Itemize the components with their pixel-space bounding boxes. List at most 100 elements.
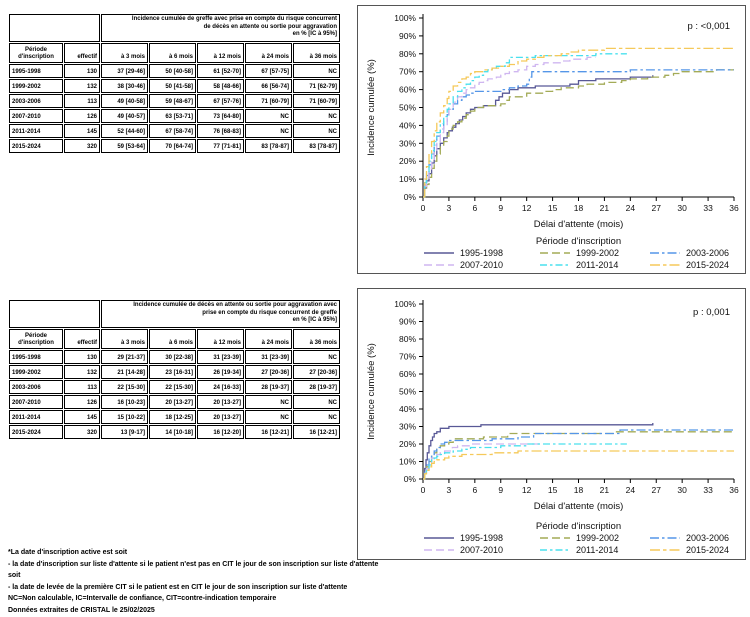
x-tick-label: 0 (421, 485, 426, 495)
legend-label: 2003-2006 (686, 533, 729, 543)
table-row: 2007-2010 126 49 [40-57] 63 [53-71] 73 [64-8… (9, 109, 340, 123)
table-row: 2015-2024 320 13 [9-17] 14 [10-18] 16 [12-20… (9, 425, 340, 439)
table-cell: 29 [21-37] (101, 350, 148, 364)
column-header: à 3 mois (101, 329, 148, 349)
incidence-greffe-table: Incidence cumulée de greffe avec prise e… (8, 13, 341, 154)
x-tick-label: 15 (548, 485, 558, 495)
incidence-deces-chart-panel: 0% 10% 20% 30% 40% 50% 60% 70% 80% 90% 100% 0 3 6 9 12 1… (357, 288, 746, 560)
table-cell: 70 [64-74] (149, 139, 196, 153)
x-tick-label: 33 (703, 203, 713, 213)
table-cell: 20 [13-27] (149, 395, 196, 409)
table-cell: 50 [41-58] (149, 79, 196, 93)
table-cell: 14 [10-18] (149, 425, 196, 439)
table-cell: 63 [53-71] (149, 109, 196, 123)
table-cell: 13 [9-17] (101, 425, 148, 439)
series-curve-2007-2010 (423, 443, 540, 480)
table-row: 2003-2006 113 49 [40-58] 59 [48-67] 67 [57-7… (9, 94, 340, 108)
y-tick-label: 60% (399, 85, 416, 95)
table-cell: 16 [12-21] (245, 425, 292, 439)
table-cell: 49 [40-57] (101, 109, 148, 123)
footnote-line: - la date de levée de la première CIT si… (8, 583, 348, 591)
x-axis-label: Délai d'attente (mois) (534, 501, 623, 512)
series-curve-2003-2006 (423, 69, 734, 198)
table-cell: 2007-2010 (9, 109, 63, 123)
y-tick-label: 20% (399, 439, 416, 449)
x-tick-label: 21 (600, 485, 610, 495)
table-cell: 59 [48-67] (149, 94, 196, 108)
table-cell: 132 (64, 365, 100, 379)
x-tick-label: 24 (626, 203, 636, 213)
y-tick-label: 100% (394, 13, 416, 23)
table-cell: 113 (64, 94, 100, 108)
legend-label: 1995-1998 (460, 533, 503, 543)
y-axis-label: Incidence cumulée (%) (366, 59, 377, 156)
table-cell: 2011-2014 (9, 124, 63, 138)
footnote-line: *La date d'inscription active est soit (8, 549, 128, 556)
x-tick-label: 0 (421, 203, 426, 213)
table-cell: 21 [14-28] (101, 365, 148, 379)
x-tick-label: 24 (626, 485, 636, 495)
table-cell: 113 (64, 380, 100, 394)
table-cell: 26 [19-34] (197, 365, 244, 379)
table-row: 2011-2014 145 52 [44-60] 67 [58-74] 76 [68-8… (9, 124, 340, 138)
table-cell: 83 [78-87] (245, 139, 292, 153)
y-tick-label: 0% (404, 192, 417, 202)
table-cell: 71 [60-79] (245, 94, 292, 108)
x-axis-label: Délai d'attente (mois) (534, 219, 623, 230)
x-tick-label: 21 (600, 203, 610, 213)
y-tick-label: 70% (399, 67, 416, 77)
table-cell: 52 [44-60] (101, 124, 148, 138)
table-cell: NC (293, 395, 340, 409)
table-cell: 67 [57-75] (245, 64, 292, 78)
y-tick-label: 30% (399, 422, 416, 432)
series-curve-1999-2002 (423, 431, 734, 480)
x-tick-label: 33 (703, 485, 713, 495)
table-cell: 2007-2010 (9, 395, 63, 409)
y-tick-label: 30% (399, 138, 416, 148)
legend-title: Période d'inscription (536, 236, 621, 247)
legend-label: 2007-2010 (460, 260, 503, 270)
column-header: à 6 mois (149, 329, 196, 349)
incidence-deces-chart: 0%10%20%30%40%50%60%70%80%90%100%0 3 6 9 12 1… (366, 299, 739, 555)
incidence-greffe-chart-panel: 0% 10% 20% 30% 40% 50% 60% 70% 80% 90% 100% 0 3 6 9 12 1… (357, 5, 746, 274)
legend-label: 1999-2002 (576, 248, 619, 258)
y-tick-label: 60% (399, 369, 416, 379)
table-cell: NC (245, 410, 292, 424)
table-row: 2003-2006 113 22 [15-30] 22 [15-30] 24 [16-3… (9, 380, 340, 394)
series-curve-1999-2002 (423, 69, 734, 198)
column-header: à 36 mois (293, 43, 340, 63)
table-cell: NC (293, 109, 340, 123)
table-row: 1999-2002 132 21 [14-28] 23 [16-31] 26 [19-3… (9, 365, 340, 379)
series-curve-2015-2024 (423, 47, 734, 198)
y-tick-label: 100% (394, 299, 416, 309)
column-header: à 12 mois (197, 43, 244, 63)
table-cell: 50 [40-58] (149, 64, 196, 78)
x-tick-label: 9 (498, 485, 503, 495)
y-tick-label: 10% (399, 457, 416, 467)
table-corner-cell (9, 300, 100, 328)
x-tick-label: 6 (472, 485, 477, 495)
table-cell: 320 (64, 425, 100, 439)
y-tick-label: 0% (404, 474, 417, 484)
table-cell: 2011-2014 (9, 410, 63, 424)
table-cell: 58 [48-66] (197, 79, 244, 93)
table-cell: 31 [23-39] (245, 350, 292, 364)
table-cell: 71 [60-79] (293, 94, 340, 108)
column-header: effectif (64, 43, 100, 63)
p-value-label: p : <0,001 (687, 21, 730, 32)
table-cell: 130 (64, 350, 100, 364)
x-tick-label: 30 (677, 485, 687, 495)
y-tick-label: 90% (399, 317, 416, 327)
table-row: 1995-1998 130 37 [29-46] 50 [40-58] 61 [52-7… (9, 64, 340, 78)
legend-label: 2015-2024 (686, 545, 729, 555)
table-cell: 1999-2002 (9, 79, 63, 93)
table-cell: 38 [30-46] (101, 79, 148, 93)
table-cell: 23 [16-31] (149, 365, 196, 379)
table-row: 1999-2002 132 38 [30-46] 50 [41-58] 58 [48-6… (9, 79, 340, 93)
table-row: 2015-2024 320 59 [53-64] 70 [64-74] 77 [71-8… (9, 139, 340, 153)
table-cell: 126 (64, 109, 100, 123)
legend-label: 2015-2024 (686, 260, 729, 270)
p-value-label: p : 0,001 (693, 307, 730, 318)
table-cell: 83 [78-87] (293, 139, 340, 153)
column-header: Période d'inscription (9, 329, 63, 349)
